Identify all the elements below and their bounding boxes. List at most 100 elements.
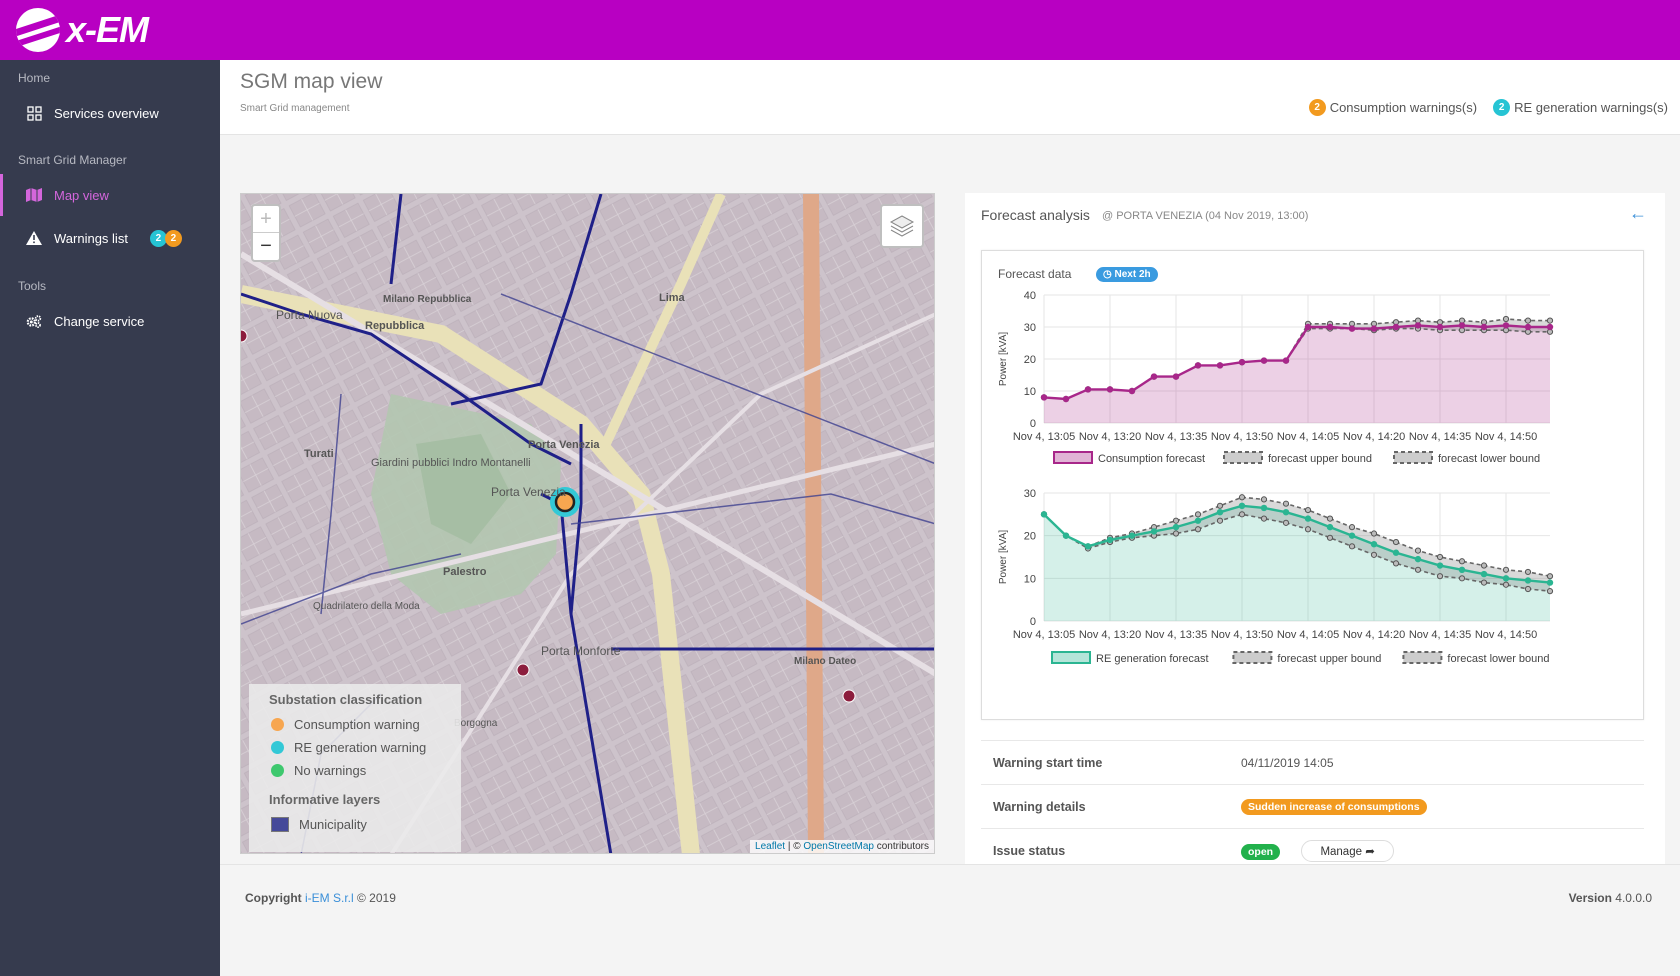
layers-button[interactable] xyxy=(880,204,924,248)
leaflet-link[interactable]: Leaflet xyxy=(755,841,786,852)
map-attribution: Leaflet | © OpenStreetMap contributors xyxy=(750,840,934,853)
y-tick-label: 0 xyxy=(1030,418,1036,430)
consumption-warnings-label[interactable]: Consumption warnings(s) xyxy=(1329,100,1478,115)
map-label-giardini: Giardini pubblici Indro Montanelli xyxy=(371,457,531,469)
arrow-left-icon[interactable]: ← xyxy=(1629,203,1647,223)
table-row: Warning details Sudden increase of consu… xyxy=(981,784,1644,828)
legend-swatch xyxy=(1402,651,1443,664)
table-row: Issue status open Manage ➦ xyxy=(981,828,1644,872)
map-label-milano-repubblica: Milano Repubblica xyxy=(383,294,472,305)
bound-point xyxy=(1326,515,1334,522)
data-point xyxy=(1106,386,1114,393)
data-point xyxy=(1502,322,1510,329)
legend-label: forecast upper bound xyxy=(1277,653,1381,665)
bound-point xyxy=(1502,581,1510,588)
map-view[interactable]: Porta Nuova Repubblica Milano Repubblica… xyxy=(240,193,935,854)
bound-point xyxy=(1216,502,1224,509)
zoom-in-button[interactable]: + xyxy=(253,206,279,233)
bound-point xyxy=(1326,534,1334,541)
page-title: SGM map view xyxy=(240,70,383,93)
map-label-porta-venezia: Porta Venezia xyxy=(491,485,566,499)
data-point xyxy=(1458,566,1466,573)
data-point xyxy=(1370,541,1378,548)
series-line xyxy=(1043,324,1550,401)
copyright: Copyright i-EM S.r.l © 2019 xyxy=(245,891,396,905)
sidebar-item-services-overview[interactable]: Services overview xyxy=(0,92,220,134)
data-point xyxy=(1480,323,1488,331)
forecast-chart-box: Forecast data ◷ Next 2h 0 10 20 30 40 Nov 4, … xyxy=(981,250,1644,720)
issue-status-label: Issue status xyxy=(993,843,1066,858)
re-warnings-label[interactable]: RE generation warnings(s) xyxy=(1514,100,1668,115)
data-point xyxy=(1348,532,1356,539)
logo-icon xyxy=(16,8,60,52)
bound-point xyxy=(1480,562,1488,569)
y-tick-label: 20 xyxy=(1024,531,1036,543)
bound-point xyxy=(1436,553,1444,561)
bound-point xyxy=(1546,317,1554,324)
x-tick-label: Nov 4, 14:20 xyxy=(1343,629,1405,641)
sidebar-item-change-service[interactable]: Change service xyxy=(0,300,220,342)
data-point xyxy=(1546,579,1554,586)
data-point xyxy=(1304,515,1312,522)
legend-item: Municipality xyxy=(271,813,449,836)
x-tick-label: Nov 4, 14:20 xyxy=(1343,431,1405,443)
re-warnings-badge: 2 xyxy=(149,229,167,247)
y-tick-label: 40 xyxy=(1024,290,1036,302)
y-tick-label: 30 xyxy=(1024,488,1036,500)
x-tick-label: Nov 4, 13:05 xyxy=(1013,629,1075,641)
x-tick-label: Nov 4, 14:50 xyxy=(1475,431,1537,443)
bound-point xyxy=(1260,496,1268,503)
map-label-quadrilatero: Quadrilatero della Moda xyxy=(313,601,420,612)
data-point xyxy=(1084,543,1092,550)
copyright-year: © 2019 xyxy=(353,891,396,905)
x-tick-label: Nov 4, 14:35 xyxy=(1409,629,1471,641)
x-tick-label: Nov 4, 13:05 xyxy=(1013,431,1075,443)
data-point xyxy=(1326,323,1334,331)
legend-swatch xyxy=(1051,651,1091,664)
osm-link[interactable]: OpenStreetMap xyxy=(803,841,874,852)
share-arrow-icon: ➦ xyxy=(1365,845,1375,858)
data-point xyxy=(1414,555,1422,563)
app-logo[interactable]: x-EM xyxy=(16,7,186,53)
data-point xyxy=(1414,322,1422,329)
map-tiles[interactable]: Porta Nuova Repubblica Milano Repubblica… xyxy=(241,194,935,854)
re-count-badge: 2 xyxy=(1493,99,1511,116)
bound-line xyxy=(1043,496,1551,577)
sidebar-item-label: Services overview xyxy=(54,105,159,121)
bound-point xyxy=(1458,558,1466,565)
data-point xyxy=(1458,322,1466,329)
manage-button[interactable]: Manage ➦ xyxy=(1301,839,1394,862)
data-point xyxy=(1128,387,1136,395)
legend-label: No warnings xyxy=(294,763,367,778)
bound-point xyxy=(1238,494,1246,501)
sidebar-item-map-view[interactable]: Map view xyxy=(0,174,220,216)
next-2h-badge[interactable]: ◷ Next 2h xyxy=(1096,267,1158,282)
sidebar-item-label: Map view xyxy=(54,187,109,203)
company-link[interactable]: i-EM S.r.l xyxy=(305,891,354,905)
data-point xyxy=(1150,373,1158,380)
forecast-data-label: Forecast data xyxy=(998,267,1072,281)
warning-details-badge: Sudden increase of consumptions xyxy=(1241,798,1427,815)
bound-point xyxy=(1436,573,1444,580)
map-label-turati: Turati xyxy=(304,448,334,460)
next-2h-label: Next 2h xyxy=(1114,269,1151,280)
zoom-out-button[interactable]: − xyxy=(260,235,272,257)
map-label-lima: Lima xyxy=(659,292,686,304)
data-point xyxy=(1150,528,1158,535)
x-tick-label: Nov 4, 14:35 xyxy=(1409,431,1471,443)
bound-point xyxy=(1458,575,1466,582)
data-point xyxy=(1502,575,1510,582)
bound-point xyxy=(1502,315,1510,323)
consumption-warnings-badge: 2 xyxy=(164,229,182,247)
page-header: SGM map view Smart Grid management xyxy=(220,60,1680,135)
sidebar-item-warnings-list[interactable]: Warnings list 2 2 xyxy=(0,217,220,259)
bound-point xyxy=(1194,511,1202,518)
legend-label: forecast lower bound xyxy=(1447,653,1549,665)
bound-point xyxy=(1502,566,1510,573)
x-tick-label: Nov 4, 13:20 xyxy=(1079,629,1141,641)
data-point xyxy=(1260,357,1268,364)
data-point xyxy=(1304,323,1312,331)
bound-point xyxy=(1172,530,1180,537)
orange-dot-icon xyxy=(271,718,284,731)
sidebar-section-smart-grid-manager: Smart Grid Manager xyxy=(18,153,127,167)
